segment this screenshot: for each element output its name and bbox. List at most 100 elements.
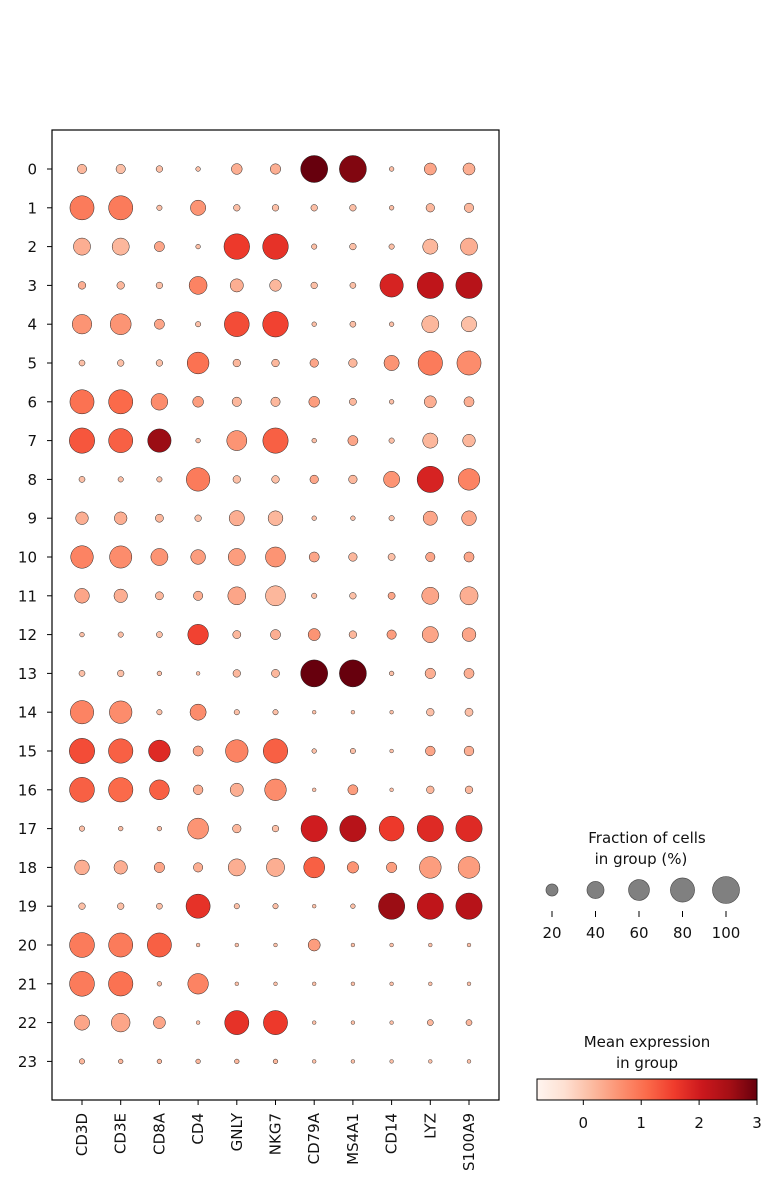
dot-2-CD79A (311, 243, 318, 250)
dot-8-CD79A (309, 474, 319, 484)
dot-6-LYZ (424, 395, 437, 409)
dot-7-CD14 (388, 437, 395, 444)
dot-18-CD14 (386, 861, 398, 873)
dot-21-NKG7 (273, 981, 278, 986)
dot-12-NKG7 (270, 629, 281, 640)
dot-12-CD8A (156, 631, 163, 638)
dot-17-LYZ (416, 815, 444, 843)
dot-13-CD3E (117, 669, 125, 677)
dot-5-CD3D (78, 359, 86, 367)
dot-18-CD79A (303, 856, 325, 879)
dot-5-MS4A1 (348, 358, 358, 368)
x-tick-label-CD3D: CD3D (73, 1113, 91, 1156)
y-tick-label-10: 10 (18, 549, 37, 567)
dot-7-CD8A (147, 428, 172, 453)
dot-4-CD8A (154, 318, 165, 330)
dot-18-CD3D (74, 859, 90, 876)
y-tick-label-0: 0 (27, 161, 37, 179)
dot-7-S100A9 (462, 434, 476, 448)
dot-18-CD3E (113, 860, 128, 875)
dot-21-MS4A1 (350, 981, 356, 986)
dot-17-CD4 (187, 817, 209, 840)
dot-21-CD3D (69, 971, 95, 997)
dot-0-CD14 (389, 166, 395, 172)
dot-23-CD3D (79, 1058, 85, 1065)
dot-23-CD4 (195, 1058, 201, 1064)
dot-17-CD3D (79, 825, 85, 832)
dot-3-NKG7 (269, 279, 282, 292)
dot-3-CD3D (77, 281, 87, 290)
dot-5-CD3E (117, 359, 125, 367)
size-legend-dot-20 (545, 883, 559, 897)
dot-0-MS4A1 (339, 155, 367, 183)
dot-13-CD4 (195, 671, 201, 676)
y-tick-label-17: 17 (18, 820, 37, 838)
dot-4-GNLY (224, 311, 250, 337)
dot-4-S100A9 (461, 316, 477, 333)
dot-11-S100A9 (459, 586, 479, 606)
dot-4-CD4 (195, 321, 202, 328)
dot-10-CD4 (190, 549, 206, 565)
dot-5-CD4 (186, 351, 210, 375)
dot-8-GNLY (232, 475, 241, 484)
dot-6-CD4 (192, 396, 204, 408)
dot-21-CD79A (312, 981, 317, 986)
dot-8-S100A9 (457, 468, 481, 491)
dot-20-CD79A (307, 938, 321, 952)
dot-9-MS4A1 (350, 515, 356, 521)
dot-14-CD3E (109, 700, 133, 724)
dot-18-S100A9 (457, 856, 481, 879)
dot-9-CD4 (194, 514, 202, 522)
dot-12-CD79A (307, 628, 321, 641)
dot-21-S100A9 (466, 981, 472, 986)
dot-11-CD4 (193, 590, 204, 601)
y-tick-label-21: 21 (18, 975, 37, 993)
x-axis: CD3D CD3E CD8A CD4 GNLY NKG7 CD79A MS4A1 CD14 LYZ… (73, 1100, 478, 1171)
dot-2-LYZ (422, 238, 439, 255)
dot-17-CD14 (378, 815, 405, 842)
dot-22-CD4 (195, 1020, 201, 1025)
dot-21-GNLY (234, 981, 239, 986)
color-legend: Mean expression in group 0 1 2 3 (536, 1033, 762, 1132)
dot-13-MS4A1 (339, 659, 367, 688)
dot-23-CD8A (156, 1058, 162, 1064)
dot-16-CD3D (69, 777, 95, 803)
dot-8-CD8A (156, 476, 163, 483)
dot-15-CD3E (108, 738, 134, 764)
dot-11-MS4A1 (349, 592, 357, 600)
dot-6-S100A9 (463, 396, 475, 408)
dot-2-CD3D (73, 237, 91, 256)
dot-0-S100A9 (462, 162, 476, 176)
dot-23-LYZ (428, 1059, 433, 1064)
dot-19-LYZ (416, 892, 444, 920)
dot-11-CD79A (311, 592, 318, 599)
dot-15-CD8A (148, 739, 171, 763)
dot-16-S100A9 (464, 785, 474, 794)
dot-16-CD3E (108, 777, 134, 803)
dot-2-CD3E (111, 237, 130, 256)
dot-1-CD8A (156, 204, 163, 211)
dot-9-CD79A (311, 515, 317, 521)
x-tick-label-CD79A: CD79A (305, 1112, 323, 1164)
dot-16-MS4A1 (347, 784, 359, 796)
dot-5-CD8A (155, 359, 163, 367)
dot-13-S100A9 (463, 668, 475, 679)
dot-22-CD3D (74, 1014, 90, 1031)
dot-1-NKG7 (271, 204, 280, 212)
dot-18-CD8A (153, 861, 165, 873)
dot-18-NKG7 (266, 858, 285, 877)
dot-10-GNLY (228, 548, 246, 566)
dot-23-CD14 (389, 1059, 394, 1064)
size-legend-dot-60 (628, 879, 650, 901)
dot-12-CD3D (79, 632, 85, 638)
y-tick-label-15: 15 (18, 743, 37, 761)
dot-10-NKG7 (265, 546, 286, 568)
dot-7-LYZ (422, 432, 439, 449)
dot-2-GNLY (223, 233, 250, 260)
y-tick-label-20: 20 (18, 937, 37, 955)
dot-6-CD14 (389, 399, 395, 405)
dot-23-CD3E (118, 1058, 124, 1064)
y-tick-label-23: 23 (18, 1053, 37, 1071)
y-tick-label-2: 2 (27, 238, 37, 256)
dot-19-S100A9 (455, 892, 483, 920)
